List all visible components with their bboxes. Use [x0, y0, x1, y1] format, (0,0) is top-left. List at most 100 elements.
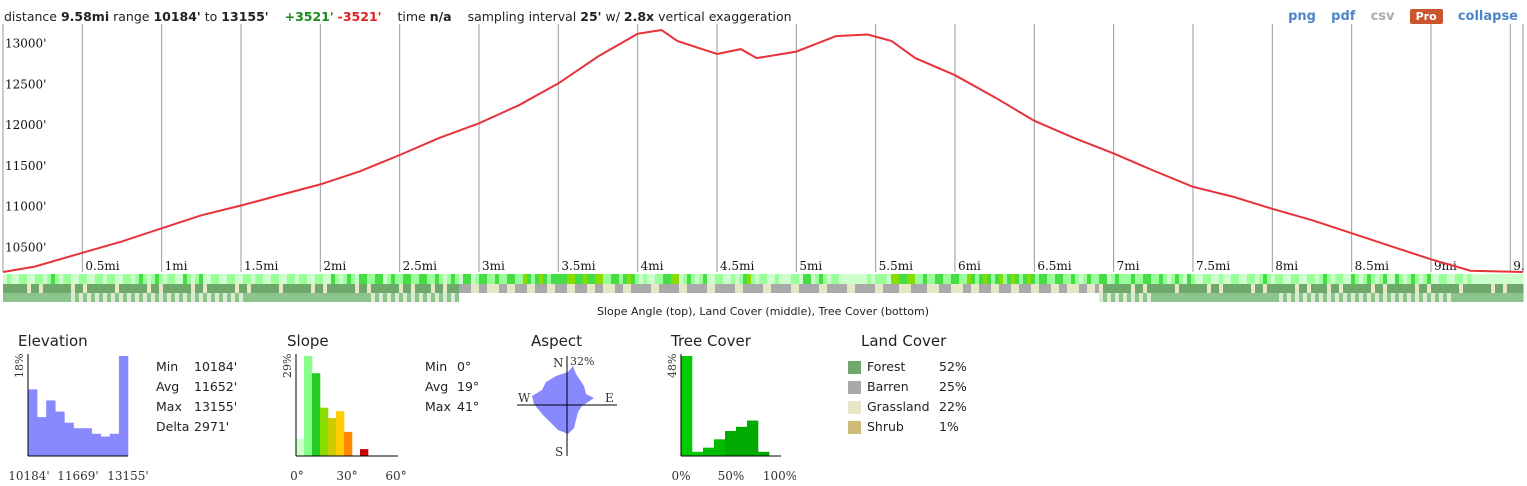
- treecover-strip-cell: [1511, 293, 1516, 302]
- range-high: 13155': [221, 9, 269, 24]
- pro-badge[interactable]: Pro: [1409, 9, 1443, 24]
- png-link[interactable]: png: [1288, 9, 1316, 24]
- landcover-strip-cell: [767, 284, 772, 293]
- landcover-strip-cell: [903, 284, 908, 293]
- slope-strip-cell: [627, 274, 632, 284]
- hist-bar: [344, 431, 353, 456]
- slope-strip-cell: [671, 274, 676, 284]
- treecover-strip-cell: [467, 293, 472, 302]
- treecover-strip-cell: [487, 293, 492, 302]
- slope-strip-cell: [1015, 274, 1020, 284]
- slope-strip-cell: [511, 274, 516, 284]
- landcover-strip-cell: [135, 284, 140, 293]
- treecover-strip-cell: [363, 293, 368, 302]
- landcover-strip-cell: [1407, 284, 1412, 293]
- landcover-strip-cell: [71, 284, 76, 293]
- landcover-strip-cell: [1155, 284, 1160, 293]
- landcover-strip-cell: [219, 284, 224, 293]
- landcover-strip-cell: [563, 284, 568, 293]
- slope-strip-cell: [1147, 274, 1152, 284]
- landcover-strip-cell: [1515, 284, 1520, 293]
- landcover-strip-cell: [463, 284, 468, 293]
- treecover-strip-cell: [599, 293, 604, 302]
- slope-strip-cell: [851, 274, 856, 284]
- slope-strip-cell: [1003, 274, 1008, 284]
- landcover-strip-cell: [475, 284, 480, 293]
- treecover-strip-cell: [1075, 293, 1080, 302]
- treecover-strip-cell: [75, 293, 80, 302]
- treecover-strip-cell: [279, 293, 284, 302]
- treecover-strip-cell: [1491, 293, 1496, 302]
- treecover-strip-cell: [611, 293, 616, 302]
- pdf-link[interactable]: pdf: [1331, 9, 1356, 24]
- landcover-strip-cell: [75, 284, 80, 293]
- slope-strip-cell: [1239, 274, 1244, 284]
- treecover-strip-cell: [543, 293, 548, 302]
- landcover-strip-cell: [1323, 284, 1328, 293]
- slope-strip-cell: [919, 274, 924, 284]
- treecover-strip-cell: [1259, 293, 1264, 302]
- slope-strip-cell: [135, 274, 140, 284]
- x-tick-label: 1.5mi: [244, 259, 278, 273]
- treecover-strip-cell: [1215, 293, 1220, 302]
- slope-strip-cell: [103, 274, 108, 284]
- landcover-strip-cell: [1287, 284, 1292, 293]
- slope-strip-cell: [603, 274, 608, 284]
- slope-strip-cell: [71, 274, 76, 284]
- treecover-strip-cell: [919, 293, 924, 302]
- treecover-strip-cell: [303, 293, 308, 302]
- landcover-strip-cell: [355, 284, 360, 293]
- landcover-strip-cell: [1039, 284, 1044, 293]
- treecover-strip-cell: [1359, 293, 1364, 302]
- sampling-label: sampling interval: [467, 9, 577, 24]
- slope-strip-cell: [7, 274, 12, 284]
- landcover-strip-cell: [1355, 284, 1360, 293]
- landcover-strip-cell: [1395, 284, 1400, 293]
- hist-bar: [296, 438, 305, 456]
- landcover-strip-cell: [783, 284, 788, 293]
- treecover-strip-cell: [1479, 293, 1484, 302]
- slope-strip-cell: [1439, 274, 1444, 284]
- landcover-strip-cell: [1031, 284, 1036, 293]
- slope-strip-cell: [1247, 274, 1252, 284]
- treecover-strip-cell: [295, 293, 300, 302]
- landcover-strip-cell: [1263, 284, 1268, 293]
- treecover-strip-cell: [851, 293, 856, 302]
- slope-strip-cell: [1031, 274, 1036, 284]
- slope-strip-cell: [1275, 274, 1280, 284]
- slope-strip-cell: [915, 274, 920, 284]
- treecover-strip-cell: [963, 293, 968, 302]
- treecover-strip-cell: [215, 293, 220, 302]
- landcover-strip-cell: [1271, 284, 1276, 293]
- landcover-strip-cell: [15, 284, 20, 293]
- landcover-strip-cell: [907, 284, 912, 293]
- csv-link[interactable]: csv: [1370, 9, 1395, 24]
- collapse-link[interactable]: collapse: [1457, 9, 1518, 24]
- landcover-strip-cell: [211, 284, 216, 293]
- treecover-strip-cell: [763, 293, 768, 302]
- landcover-strip-cell: [107, 284, 112, 293]
- treecover-strip-cell: [1435, 293, 1440, 302]
- slope-strip-cell: [875, 274, 880, 284]
- slope-strip-cell: [1099, 274, 1104, 284]
- landcover-strip-cell: [919, 284, 924, 293]
- treecover-strip-cell: [1163, 293, 1168, 302]
- landcover-strip-cell: [1451, 284, 1456, 293]
- landcover-strip-cell: [955, 284, 960, 293]
- landcover-strip-cell: [1411, 284, 1416, 293]
- elev-avg-label: Avg: [156, 379, 180, 394]
- treecover-strip-cell: [535, 293, 540, 302]
- slope-strip-cell: [543, 274, 548, 284]
- treecover-strip-cell: [819, 293, 824, 302]
- treecover-strip-cell: [719, 293, 724, 302]
- treecover-strip-cell: [595, 293, 600, 302]
- treecover-strip-cell: [471, 293, 476, 302]
- slope-strip-cell: [1471, 274, 1476, 284]
- landcover-strip-cell: [535, 284, 540, 293]
- treecover-strip-cell: [527, 293, 532, 302]
- hist-bar: [312, 373, 321, 456]
- slope-strip-cell: [691, 274, 696, 284]
- aspect-rose: N E S W 32%: [517, 355, 617, 459]
- treecover-strip-cell: [55, 293, 60, 302]
- treecover-strip-cell: [1059, 293, 1064, 302]
